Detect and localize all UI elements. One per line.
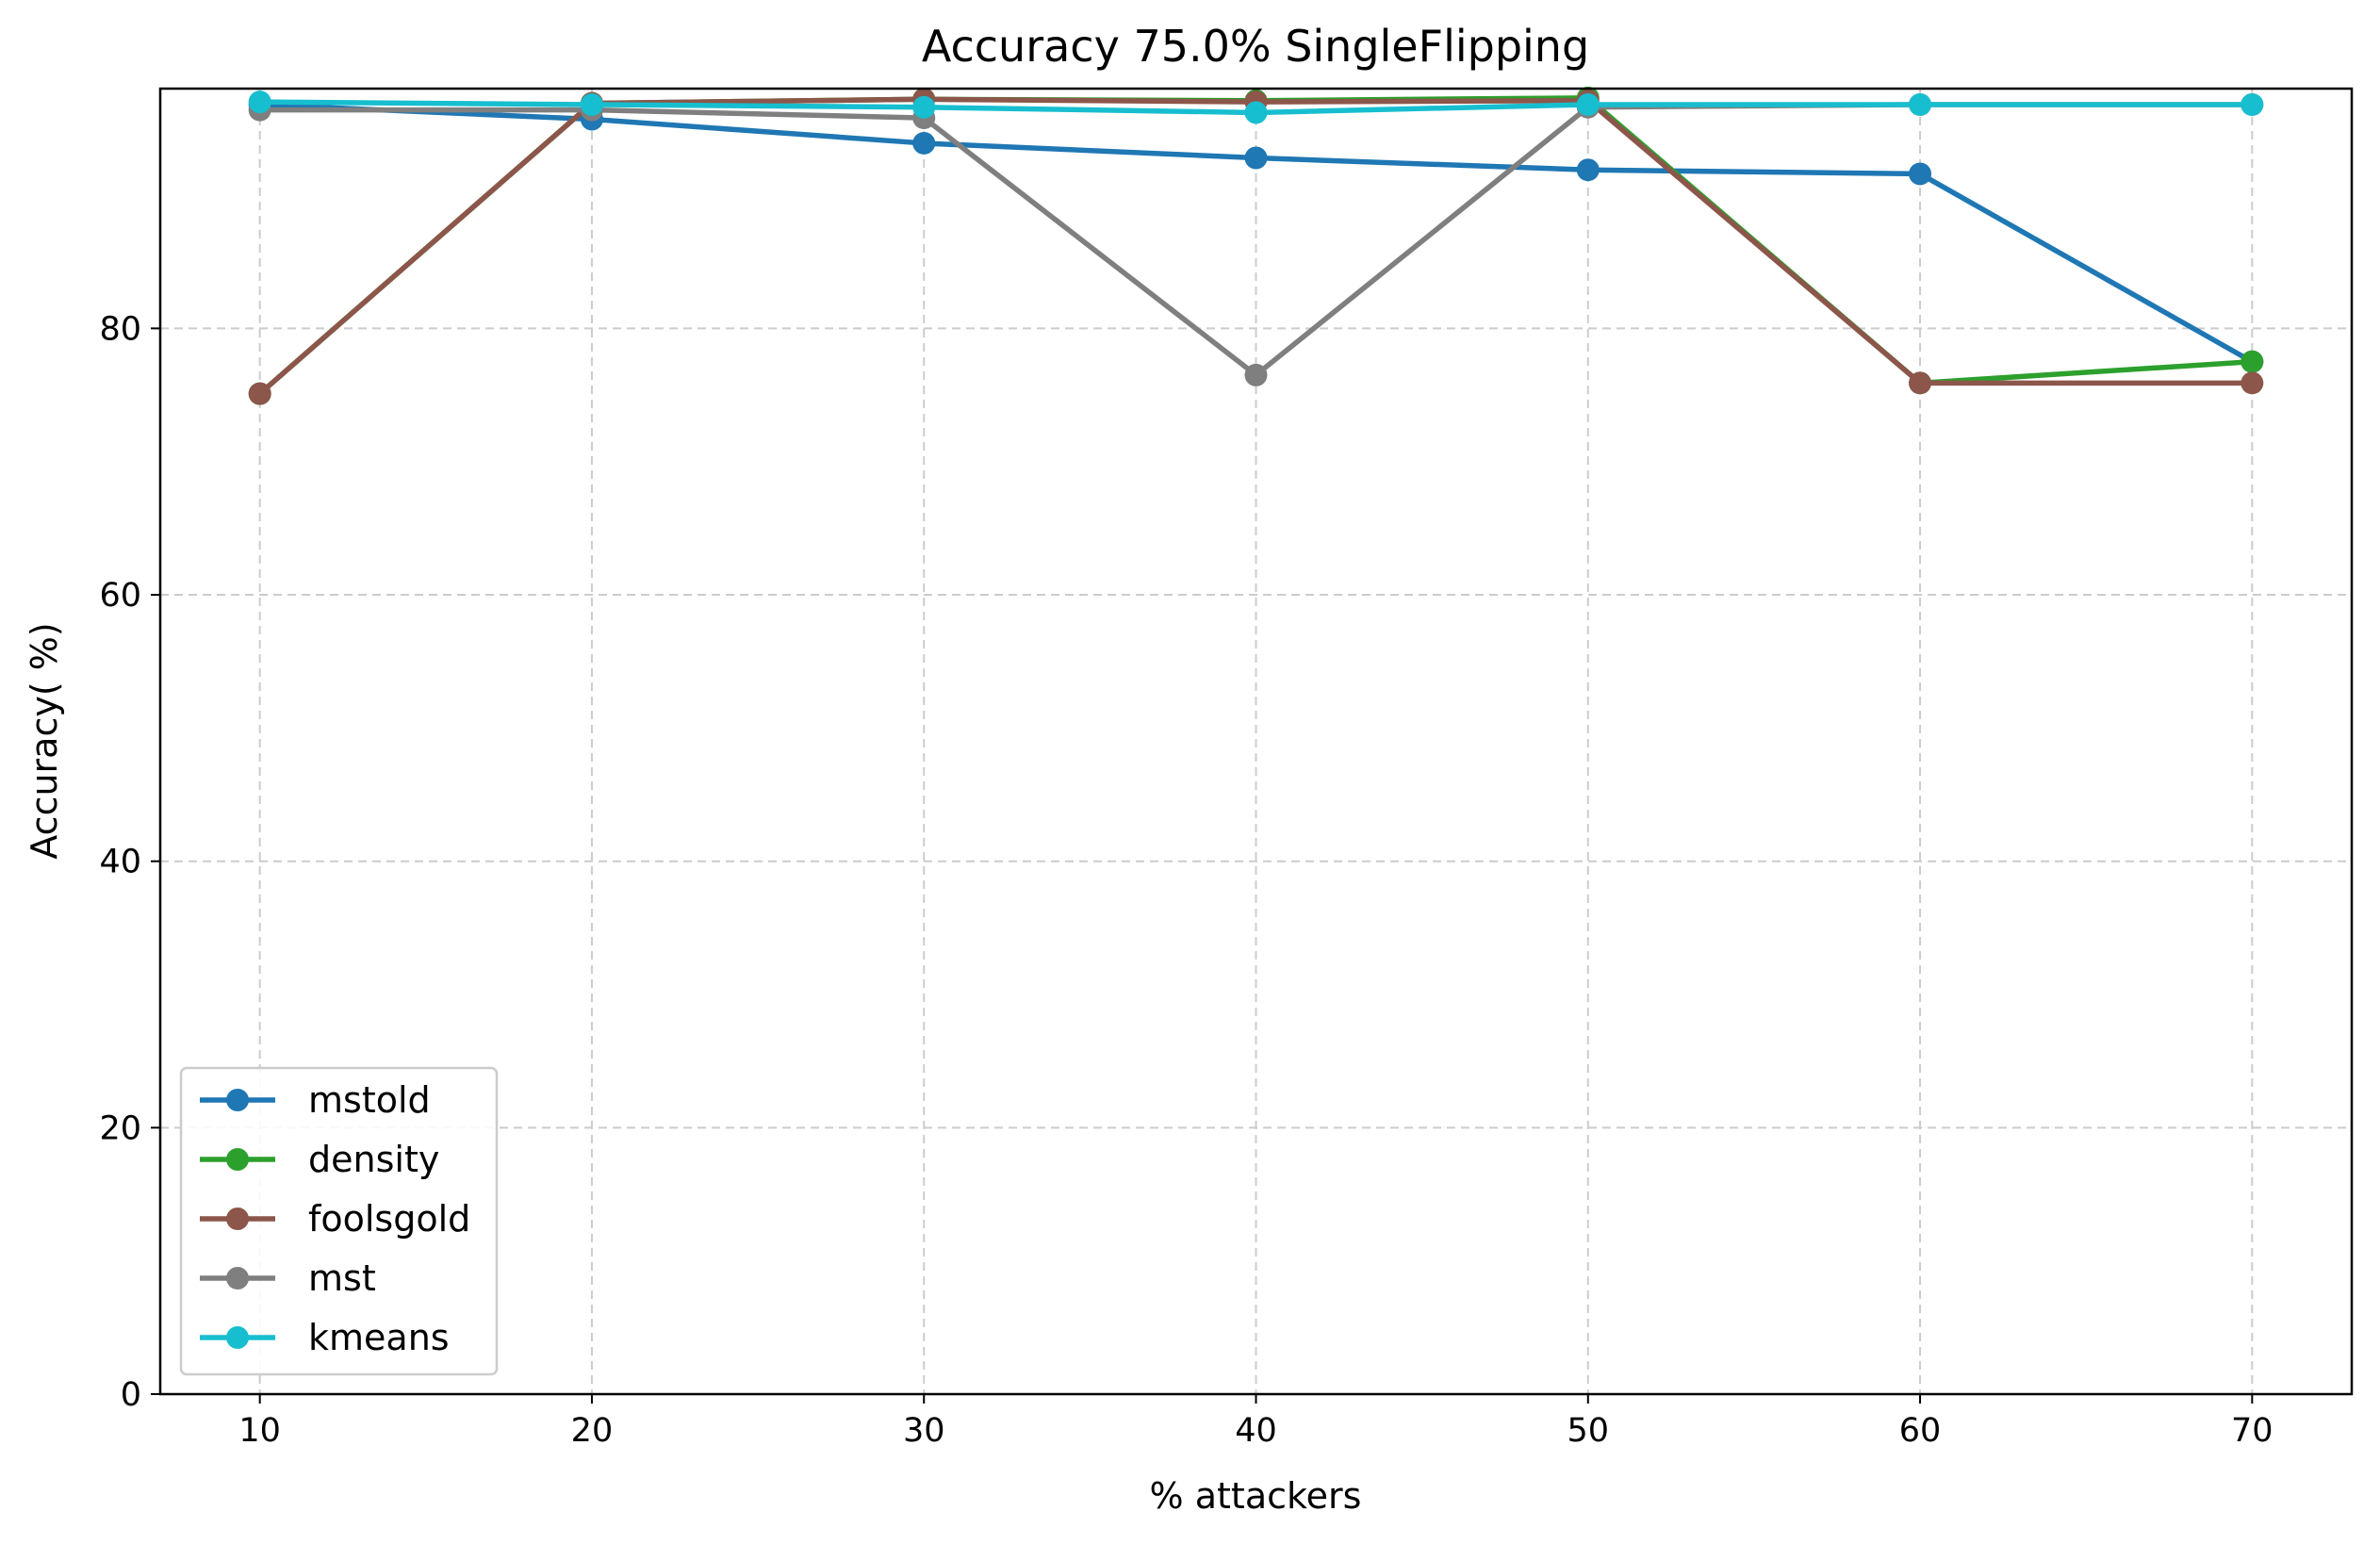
- x-tick-label: 40: [1235, 1412, 1277, 1450]
- data-point-kmeans: [912, 95, 936, 119]
- series-kmeans: [248, 90, 2264, 124]
- legend-entry-foolsgold: foolsgold: [200, 1198, 470, 1240]
- data-point-kmeans: [1909, 92, 1932, 116]
- data-point-kmeans: [1244, 101, 1268, 124]
- legend-entry-kmeans: kmeans: [200, 1317, 450, 1358]
- y-tick-label: 60: [99, 577, 141, 615]
- chart-title: Accuracy 75.0% SingleFlipping: [922, 21, 1589, 72]
- y-tick-label: 0: [121, 1376, 141, 1414]
- data-point-kmeans: [1576, 92, 1600, 116]
- data-point-mst: [1244, 363, 1268, 386]
- legend-marker: [226, 1089, 249, 1111]
- legend-label: foolsgold: [308, 1198, 470, 1240]
- y-tick-label: 80: [99, 310, 141, 348]
- legend-entry-density: density: [200, 1139, 439, 1180]
- data-point-kmeans: [248, 90, 271, 114]
- series-layer: [248, 86, 2264, 405]
- legend-entry-mstold: mstold: [200, 1079, 431, 1121]
- data-point-density: [2240, 350, 2264, 373]
- data-point-kmeans: [580, 92, 603, 116]
- axis-ticks: 10 20 30 40 50 60 70 0 20 40 60 80: [99, 310, 2273, 1450]
- x-axis-label: % attackers: [1150, 1475, 1362, 1517]
- x-tick-label: 70: [2231, 1412, 2273, 1450]
- legend-label: density: [308, 1139, 439, 1180]
- x-tick-label: 50: [1567, 1412, 1609, 1450]
- data-point-mstold: [1244, 146, 1268, 170]
- data-point-foolsgold: [2240, 371, 2264, 395]
- data-point-mstold: [912, 131, 936, 155]
- y-tick-label: 20: [99, 1109, 141, 1147]
- legend-box: [179, 1066, 499, 1376]
- legend-marker: [226, 1326, 249, 1349]
- legend-label: mstold: [308, 1079, 431, 1121]
- y-axis-label: Accuracy( %): [24, 622, 65, 859]
- data-point-foolsgold: [248, 382, 271, 405]
- x-tick-label: 20: [571, 1412, 614, 1450]
- data-point-mstold: [1909, 162, 1932, 186]
- data-point-foolsgold: [1909, 371, 1932, 395]
- x-tick-label: 30: [903, 1412, 945, 1450]
- legend-label: kmeans: [308, 1317, 450, 1358]
- data-point-kmeans: [2240, 92, 2264, 116]
- legend-label: mst: [308, 1257, 376, 1299]
- legend: mstold density foolsgold mst kmeans: [179, 1066, 499, 1376]
- legend-marker: [226, 1207, 249, 1230]
- x-tick-label: 60: [1899, 1412, 1942, 1450]
- y-tick-label: 40: [99, 844, 141, 881]
- legend-entry-mst: mst: [200, 1257, 376, 1299]
- data-point-mstold: [1576, 158, 1600, 182]
- legend-marker: [226, 1267, 249, 1289]
- legend-marker: [226, 1148, 249, 1171]
- x-tick-label: 10: [238, 1412, 281, 1450]
- grid: [160, 89, 2352, 1394]
